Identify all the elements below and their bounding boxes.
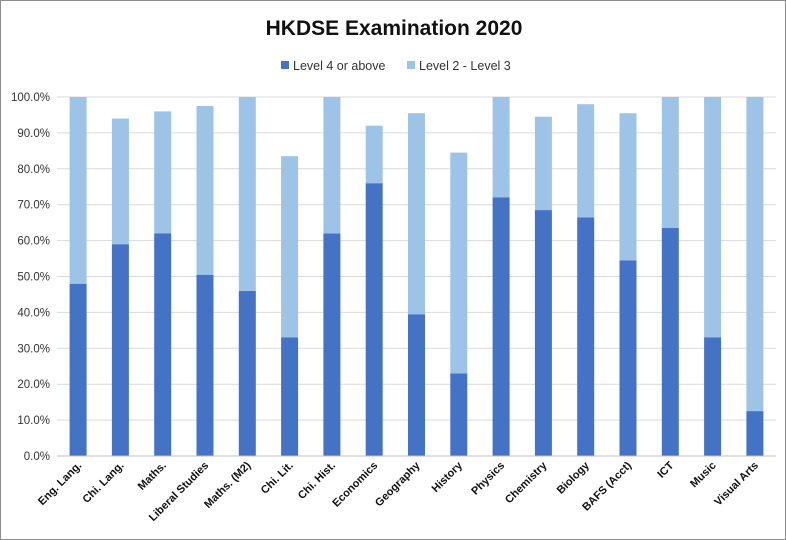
y-tick-label: 50.0% xyxy=(17,272,50,284)
y-tick-label: 40.0% xyxy=(17,307,50,319)
bar-segment-level-4 xyxy=(69,283,87,456)
chart-title: HKDSE Examination 2020 xyxy=(266,17,523,40)
y-tick-label: 30.0% xyxy=(17,343,50,355)
bar-segment-level-4 xyxy=(661,228,679,456)
legend-label-level-4: Level 4 or above xyxy=(293,59,385,73)
y-tick-label: 90.0% xyxy=(17,128,50,140)
x-tick-label: History xyxy=(430,459,466,495)
bar-segment-level-2-3 xyxy=(323,97,341,234)
x-tick-label: Chi. Lit. xyxy=(259,460,296,497)
legend: Level 4 or above Level 2 - Level 3 xyxy=(281,59,511,73)
legend-swatch-level-4 xyxy=(281,61,289,69)
y-axis-ticks: 0.0% 10.0% 20.0% 30.0% 40.0% 50.0% 60.0% 70.0% 8… xyxy=(11,92,50,463)
x-tick-label: Chi. Hist. xyxy=(296,460,338,502)
bar-segment-level-4 xyxy=(619,260,637,456)
bar-segment-level-2-3 xyxy=(154,111,172,234)
bar-segment-level-4 xyxy=(365,183,383,456)
bar-segment-level-2-3 xyxy=(450,152,468,374)
x-tick-label: Visual Arts xyxy=(712,460,761,509)
bar-segment-level-4 xyxy=(746,411,764,456)
bar-segment-level-2-3 xyxy=(492,97,510,198)
legend-label-level-2-3: Level 2 - Level 3 xyxy=(419,59,511,73)
legend-swatch-level-2-3 xyxy=(407,61,415,69)
bar-segment-level-2-3 xyxy=(281,156,299,338)
bar-segment-level-2-3 xyxy=(746,97,764,412)
bar-segment-level-4 xyxy=(281,337,299,456)
bar-segment-level-2-3 xyxy=(704,97,722,338)
bar-segment-level-4 xyxy=(238,290,256,456)
y-tick-label: 80.0% xyxy=(17,164,50,176)
bar-segment-level-4 xyxy=(196,274,214,456)
y-tick-label: 70.0% xyxy=(17,200,50,212)
bar-segment-level-2-3 xyxy=(238,97,256,291)
y-tick-label: 0.0% xyxy=(24,451,50,463)
y-tick-label: 20.0% xyxy=(17,379,50,391)
bar-segment-level-2-3 xyxy=(111,118,129,245)
bar-segment-level-4 xyxy=(450,373,468,456)
x-tick-label: Chemistry xyxy=(503,459,550,506)
x-axis-ticks: Eng. Lang.Chi. Lang. Maths.Liberal Studie… xyxy=(36,459,761,524)
x-tick-label: Economics xyxy=(330,460,380,510)
x-tick-label: ICT xyxy=(655,459,676,480)
bar-segment-level-4 xyxy=(408,314,425,456)
x-tick-label: Biology xyxy=(555,459,593,497)
bar-segment-level-2-3 xyxy=(619,113,637,261)
bar-segment-level-4 xyxy=(492,197,510,456)
x-tick-label: Geography xyxy=(373,459,423,509)
bar-segment-level-2-3 xyxy=(534,116,552,210)
bar-segment-level-4 xyxy=(154,233,172,456)
x-tick-label: Physics xyxy=(469,460,507,498)
bar-segment-level-2-3 xyxy=(69,97,87,284)
x-tick-label: Music xyxy=(688,460,719,491)
bars xyxy=(69,97,764,456)
x-tick-label: Chi. Lang. xyxy=(80,460,126,506)
bar-segment-level-4 xyxy=(534,210,552,456)
y-tick-label: 100.0% xyxy=(11,92,50,104)
bar-segment-level-4 xyxy=(577,217,595,456)
bar-segment-level-4 xyxy=(323,233,341,456)
bar-segment-level-2-3 xyxy=(408,113,425,315)
y-tick-label: 60.0% xyxy=(17,236,50,248)
bar-segment-level-4 xyxy=(111,244,129,456)
bar-segment-level-4 xyxy=(704,337,722,456)
bar-segment-level-2-3 xyxy=(196,106,214,275)
x-tick-label: Maths. xyxy=(136,460,169,493)
bar-segment-level-2-3 xyxy=(577,104,595,218)
y-tick-label: 10.0% xyxy=(17,415,50,427)
bar-segment-level-2-3 xyxy=(661,97,679,228)
x-tick-label: Eng. Lang. xyxy=(36,460,84,508)
bar-segment-level-2-3 xyxy=(365,125,383,184)
